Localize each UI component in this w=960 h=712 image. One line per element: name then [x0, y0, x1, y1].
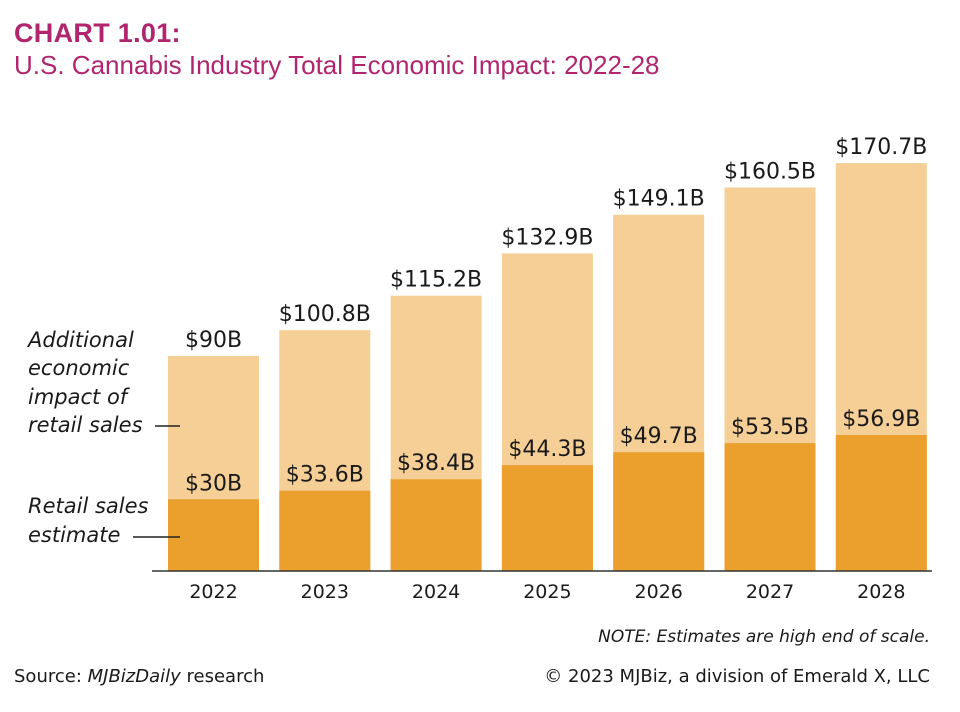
retail-label-2024: $38.4B — [397, 451, 475, 476]
retail-label-2022: $30B — [185, 471, 242, 496]
x-tick-2028: 2028 — [857, 581, 905, 603]
total-label-2022: $90B — [185, 328, 242, 353]
x-tick-2026: 2026 — [635, 581, 683, 603]
chart-number: CHART 1.01: — [14, 18, 181, 48]
bar-retail-2022 — [168, 499, 259, 571]
x-tick-2022: 2022 — [189, 581, 237, 603]
legend-additional-line-2: economic — [28, 356, 130, 380]
legend-additional-line-3: impact of — [28, 385, 131, 409]
x-tick-2027: 2027 — [746, 581, 794, 603]
chart-note: NOTE: Estimates are high end of scale. — [598, 627, 930, 647]
bar-retail-2024 — [390, 479, 482, 571]
bar-retail-2025 — [501, 465, 593, 571]
bar-retail-2027 — [724, 443, 816, 571]
total-label-2027: $160.5B — [724, 159, 816, 184]
retail-label-2023: $33.6B — [286, 463, 364, 488]
x-tick-2023: 2023 — [301, 581, 349, 603]
source-line: Source: MJBizDaily research — [14, 666, 264, 687]
bar-retail-2028 — [835, 435, 927, 571]
total-label-2025: $132.9B — [501, 225, 593, 250]
retail-label-2026: $49.7B — [620, 424, 698, 449]
total-label-2028: $170.7B — [835, 135, 927, 160]
retail-label-2025: $44.3B — [508, 437, 586, 462]
copyright: © 2023 MJBiz, a division of Emerald X, L… — [544, 666, 930, 687]
retail-label-2027: $53.5B — [731, 415, 809, 440]
source-prefix: Source: — [14, 666, 88, 687]
total-label-2023: $100.8B — [279, 302, 371, 327]
chart-title: U.S. Cannabis Industry Total Economic Im… — [14, 50, 660, 80]
legend-additional-line-1: Additional — [26, 328, 134, 352]
retail-label-2028: $56.9B — [842, 407, 920, 432]
legend-retail-line-2: estimate — [28, 523, 120, 547]
x-tick-2024: 2024 — [412, 581, 460, 603]
legend-additional-line-4: retail sales — [28, 413, 143, 437]
total-label-2024: $115.2B — [390, 268, 482, 293]
bar-retail-2023 — [279, 490, 371, 571]
source-publication: MJBizDaily — [87, 666, 181, 687]
title-block: CHART 1.01: U.S. Cannabis Industry Total… — [14, 18, 660, 81]
source-suffix: research — [180, 666, 265, 687]
x-tick-2025: 2025 — [523, 581, 571, 603]
legend-retail-line-1: Retail sales — [28, 494, 149, 518]
total-label-2026: $149.1B — [613, 187, 705, 212]
bar-retail-2026 — [613, 452, 705, 571]
